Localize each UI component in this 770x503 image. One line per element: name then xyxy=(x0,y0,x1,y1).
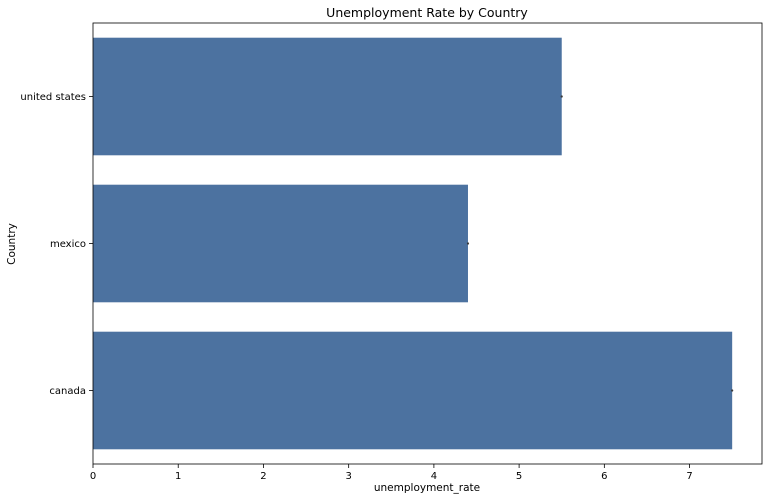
bars-group xyxy=(93,37,733,450)
x-tick-label: 2 xyxy=(260,471,266,482)
x-axis-ticks: 0 1 2 3 4 5 6 7 xyxy=(90,464,693,482)
y-tick-label: united states xyxy=(20,92,86,103)
plot-frame xyxy=(92,22,763,465)
error-bar-marker xyxy=(560,95,563,98)
x-tick-label: 4 xyxy=(431,471,437,482)
y-tick-label: mexico xyxy=(50,239,86,250)
x-tick-label: 3 xyxy=(345,471,351,482)
error-bars-group xyxy=(466,95,734,392)
y-axis-ticks: united states mexico canada xyxy=(20,92,93,397)
error-bar-marker xyxy=(466,242,470,245)
bar xyxy=(93,184,468,303)
y-tick-label: canada xyxy=(49,386,86,397)
bar xyxy=(93,331,733,450)
x-tick-label: 7 xyxy=(686,471,692,482)
bar xyxy=(93,37,562,156)
x-tick-label: 6 xyxy=(601,471,607,482)
error-bar-marker xyxy=(731,389,734,392)
y-axis-label: Country xyxy=(6,223,18,265)
x-tick-label: 5 xyxy=(516,471,522,482)
chart-title: Unemployment Rate by Country xyxy=(326,5,528,20)
x-tick-label: 0 xyxy=(90,471,96,482)
x-tick-label: 1 xyxy=(175,471,181,482)
x-axis-label: unemployment_rate xyxy=(374,482,480,494)
